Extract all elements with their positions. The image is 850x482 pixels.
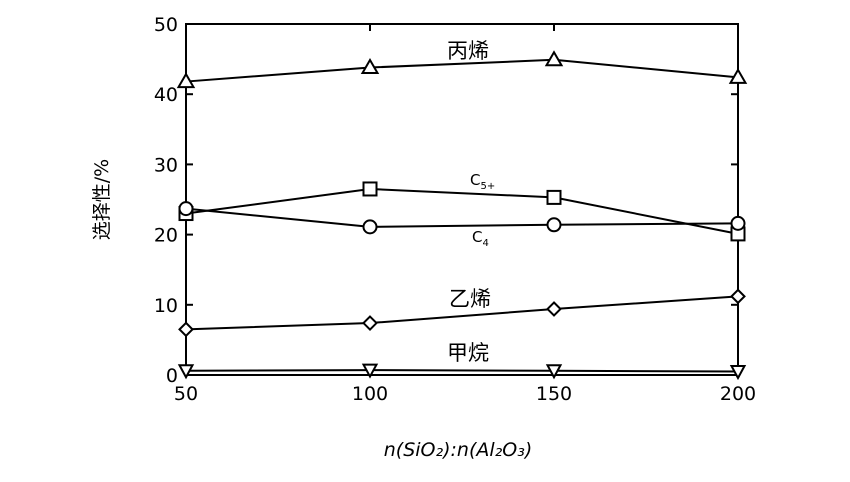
y-tick-label: 0 xyxy=(166,365,178,387)
series-line xyxy=(185,369,739,373)
series-line xyxy=(185,58,739,83)
data-point xyxy=(729,364,747,381)
series-label: 丙烯 xyxy=(447,39,489,63)
series-label: C4 xyxy=(472,228,489,249)
data-point xyxy=(728,67,748,84)
series-line xyxy=(185,207,739,228)
x-tick-label: 50 xyxy=(174,383,198,405)
series-0 xyxy=(176,50,748,89)
y-tick-label: 30 xyxy=(154,154,178,176)
data-point xyxy=(545,364,563,380)
series-group xyxy=(176,50,748,381)
data-point xyxy=(178,321,194,338)
y-tick-label: 50 xyxy=(154,14,178,36)
x-tick-label: 100 xyxy=(352,383,388,405)
data-point xyxy=(546,301,562,317)
x-axis-title: n(SiO₂):n(Al₂O₃) xyxy=(384,439,533,461)
plot-frame xyxy=(185,23,739,376)
series-label-base: C xyxy=(470,171,480,189)
data-point xyxy=(178,201,194,217)
x-tick-label: 200 xyxy=(720,383,756,405)
data-point xyxy=(546,217,562,233)
x-tick-label: 150 xyxy=(536,383,572,405)
data-point xyxy=(177,364,195,380)
series-label: C5+ xyxy=(470,171,495,192)
y-axis-title: 选择性/% xyxy=(91,159,113,240)
data-point xyxy=(362,219,378,235)
data-point xyxy=(546,189,562,205)
series-2 xyxy=(178,201,746,235)
x-axis-title-text: n(SiO₂):n(Al₂O₃) xyxy=(384,439,533,461)
data-point xyxy=(176,72,196,89)
series-3 xyxy=(178,288,746,338)
data-point xyxy=(361,363,379,379)
series-line xyxy=(185,187,739,235)
series-label-base: C xyxy=(472,228,482,246)
series-4 xyxy=(177,363,747,381)
series-1 xyxy=(178,181,746,242)
series-line xyxy=(185,295,739,331)
series-label: 甲烷 xyxy=(447,341,489,365)
series-label-subscript: 4 xyxy=(482,238,488,249)
data-point xyxy=(544,50,564,67)
data-point xyxy=(362,181,378,197)
data-point xyxy=(730,288,746,305)
data-point xyxy=(362,315,378,331)
series-label: 乙烯 xyxy=(449,287,491,311)
series-label-subscript: 5+ xyxy=(480,181,495,192)
y-tick-label: 20 xyxy=(154,225,178,247)
axes xyxy=(185,23,739,376)
data-point xyxy=(730,215,746,231)
y-tick-label: 40 xyxy=(154,84,178,106)
data-point xyxy=(360,58,380,75)
y-tick-label: 10 xyxy=(154,295,178,317)
